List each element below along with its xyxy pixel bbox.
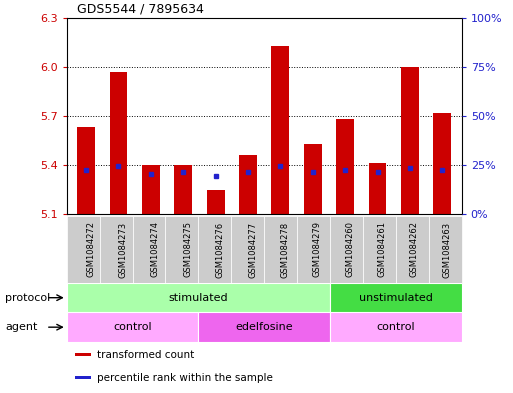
- Text: stimulated: stimulated: [169, 293, 228, 303]
- Bar: [271, 46, 289, 214]
- Text: GSM1084272: GSM1084272: [86, 222, 95, 277]
- Bar: [330, 283, 462, 312]
- Bar: [336, 119, 354, 214]
- Bar: [74, 353, 91, 356]
- Text: GSM1084278: GSM1084278: [281, 222, 289, 277]
- Bar: [401, 67, 419, 214]
- Bar: [304, 144, 322, 214]
- Text: GSM1084275: GSM1084275: [183, 222, 192, 277]
- Bar: [142, 165, 160, 214]
- Text: percentile rank within the sample: percentile rank within the sample: [97, 373, 273, 383]
- Text: agent: agent: [5, 322, 37, 332]
- Bar: [433, 113, 451, 214]
- Text: GSM1084260: GSM1084260: [345, 222, 354, 277]
- Text: GDS5544 / 7895634: GDS5544 / 7895634: [77, 3, 204, 16]
- Bar: [199, 312, 330, 342]
- Text: GSM1084277: GSM1084277: [248, 222, 257, 277]
- Bar: [369, 163, 386, 214]
- Bar: [110, 72, 127, 214]
- Text: GSM1084274: GSM1084274: [151, 222, 160, 277]
- Bar: [74, 376, 91, 380]
- Text: GSM1084276: GSM1084276: [215, 222, 225, 277]
- Text: GSM1084273: GSM1084273: [119, 222, 128, 277]
- Bar: [67, 283, 330, 312]
- Text: transformed count: transformed count: [97, 350, 194, 360]
- Bar: [330, 312, 462, 342]
- Bar: [174, 165, 192, 214]
- Text: protocol: protocol: [5, 293, 50, 303]
- Text: edelfosine: edelfosine: [235, 322, 293, 332]
- Text: GSM1084279: GSM1084279: [313, 222, 322, 277]
- Text: GSM1084263: GSM1084263: [442, 222, 451, 277]
- Bar: [77, 127, 95, 214]
- Bar: [239, 155, 257, 214]
- Text: unstimulated: unstimulated: [359, 293, 433, 303]
- Bar: [67, 312, 199, 342]
- Text: control: control: [113, 322, 152, 332]
- Bar: [207, 189, 225, 214]
- Text: control: control: [377, 322, 415, 332]
- Text: GSM1084262: GSM1084262: [410, 222, 419, 277]
- Text: GSM1084261: GSM1084261: [378, 222, 386, 277]
